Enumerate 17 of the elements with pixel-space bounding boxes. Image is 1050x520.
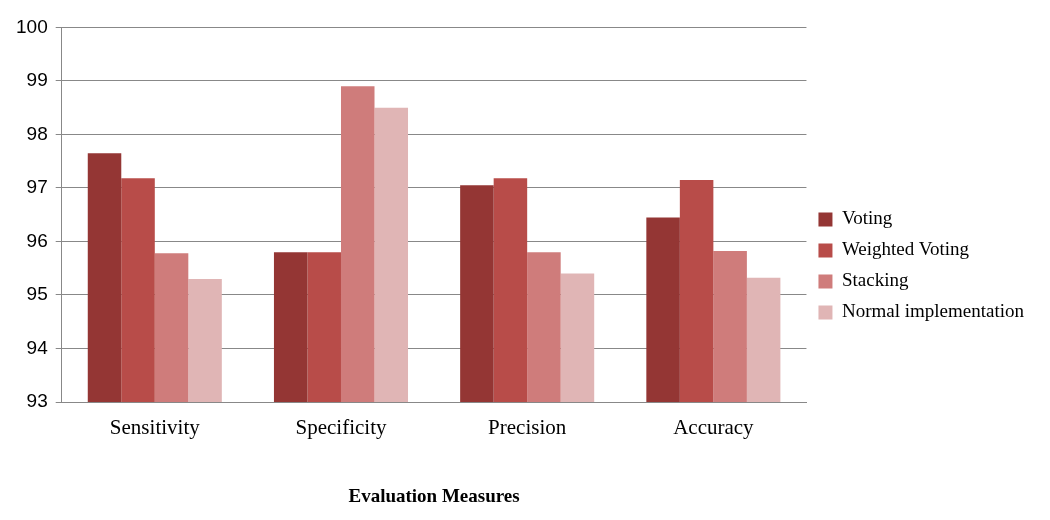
x-tick-label: Precision bbox=[488, 415, 567, 440]
y-tick-label: 97 bbox=[26, 176, 48, 198]
y-tick-label: 100 bbox=[16, 15, 48, 37]
x-tick-label: Sensitivity bbox=[109, 415, 201, 440]
y-tick-label: 96 bbox=[26, 229, 48, 251]
y-tick-label: 93 bbox=[26, 390, 48, 412]
legend-label: Normal implementation bbox=[841, 300, 1025, 322]
x-tick-label: Accuracy bbox=[673, 415, 755, 440]
y-tick-label: 94 bbox=[26, 336, 49, 358]
legend-label: Stacking bbox=[841, 269, 909, 291]
y-tick-label: 99 bbox=[26, 69, 48, 91]
y-tick-label: 95 bbox=[26, 283, 48, 305]
legend-label: Weighted Voting bbox=[841, 238, 970, 260]
x-axis-title: Evaluation Measures bbox=[348, 484, 520, 506]
y-tick-label: 98 bbox=[26, 122, 48, 144]
x-tick-label: Specificity bbox=[295, 415, 387, 440]
legend-label: Voting bbox=[841, 207, 893, 229]
